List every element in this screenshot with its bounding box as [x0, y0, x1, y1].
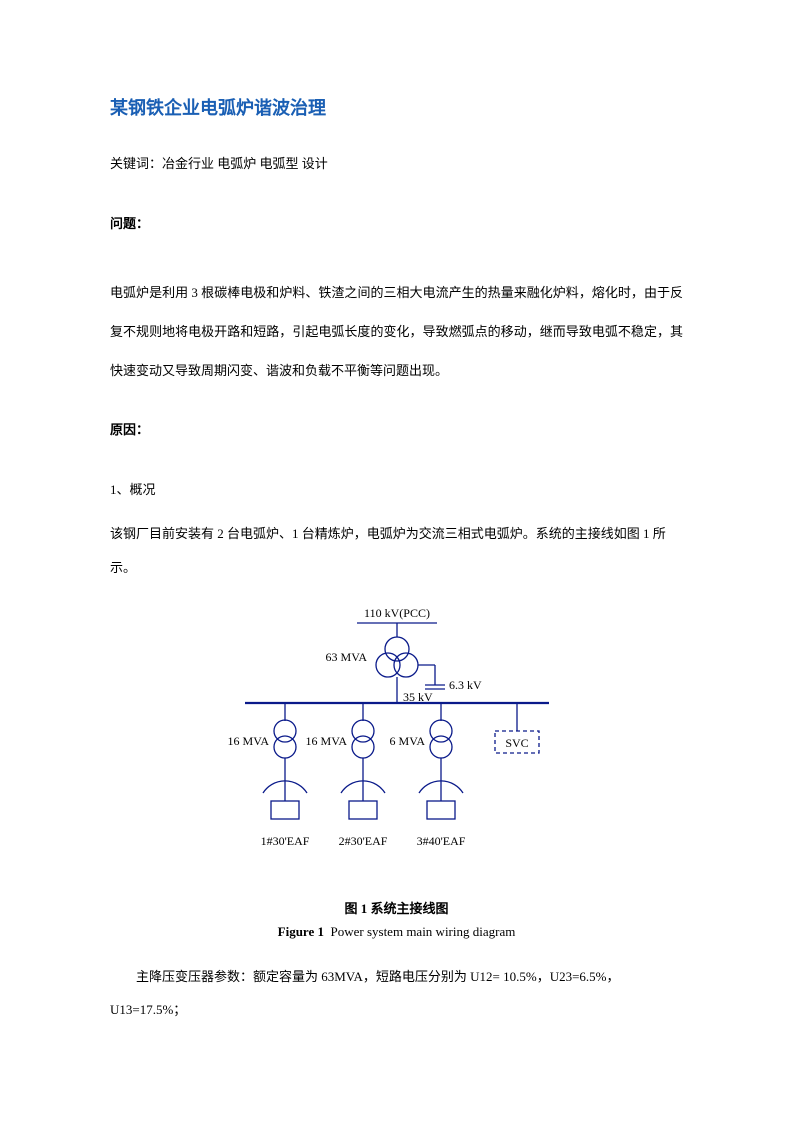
- overview-number: 1、概况: [110, 480, 683, 500]
- transformer-params-line2: U13=17.5%；: [110, 993, 683, 1027]
- branch-2: 16 MVA 2#30'EAF: [305, 703, 387, 848]
- load-box-icon: [349, 801, 377, 819]
- transformer-params-line1: 主降压变压器参数：额定容量为 63MVA，短路电压分别为 U12= 10.5%，…: [110, 960, 683, 994]
- branch-3: 6 MVA 3#40'EAF: [389, 703, 465, 848]
- xfmr-secondary-icon: [352, 736, 374, 758]
- svc-label: SVC: [505, 736, 528, 750]
- problem-heading: 问题：: [110, 214, 683, 234]
- branch-2-load: 2#30'EAF: [338, 834, 387, 848]
- main-transformer-label: 63 MVA: [325, 650, 367, 664]
- cause-heading: 原因：: [110, 420, 683, 440]
- xfmr-secondary-icon: [274, 736, 296, 758]
- branch-3-load: 3#40'EAF: [416, 834, 465, 848]
- branch-2-mva: 16 MVA: [305, 734, 347, 748]
- xfmr-secondary-icon: [430, 736, 452, 758]
- figure-caption-en-rest: Power system main wiring diagram: [330, 924, 515, 939]
- diagram-top-label: 110 kV(PCC): [364, 606, 430, 620]
- overview-body: 该钢厂目前安装有 2 台电弧炉、1 台精炼炉，电弧炉为交流三相式电弧炉。系统的主…: [110, 517, 683, 585]
- branch-1-load: 1#30'EAF: [260, 834, 309, 848]
- main-transformer-icon: [376, 637, 418, 677]
- load-box-icon: [427, 801, 455, 819]
- keywords-line: 关键词：冶金行业 电弧炉 电弧型 设计: [110, 154, 683, 174]
- figure-caption-en-bold: Figure 1: [278, 924, 324, 939]
- wiring-diagram: 110 kV(PCC) 63 MVA 6.3 kV 35 kV SVC: [110, 603, 683, 893]
- branch-3-mva: 6 MVA: [389, 734, 425, 748]
- figure-caption-cn: 图 1 系统主接线图: [110, 899, 683, 919]
- load-box-icon: [271, 801, 299, 819]
- page-title: 某钢铁企业电弧炉谐波治理: [110, 95, 683, 122]
- problem-body: 电弧炉是利用 3 根碳棒电极和炉料、铁渣之间的三相大电流产生的热量来融化炉料，熔…: [110, 273, 683, 390]
- branch-1-mva: 16 MVA: [227, 734, 269, 748]
- figure-caption-en: Figure 1 Power system main wiring diagra…: [110, 922, 683, 942]
- tertiary-label: 6.3 kV: [449, 678, 482, 692]
- branch-1: 16 MVA 1#30'EAF: [227, 703, 309, 848]
